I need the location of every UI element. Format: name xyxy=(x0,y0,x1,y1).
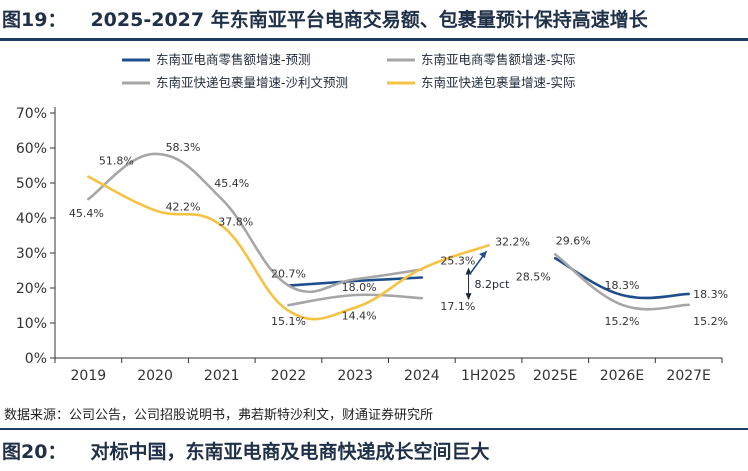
gap-annotation: 8.2pct xyxy=(475,278,511,291)
x-tick-label: 2024 xyxy=(404,368,440,384)
legend-label-1: 东南亚电商零售额增速-预测 xyxy=(156,52,311,67)
x-tick-label: 2019 xyxy=(71,368,107,384)
trend-arrow-head xyxy=(479,251,487,259)
data-label: 29.6% xyxy=(556,234,591,247)
data-label: 15.1% xyxy=(271,315,306,328)
y-tick-label: 70% xyxy=(16,106,47,122)
series-line-2 xyxy=(87,152,424,294)
figure-20-text: 对标中国，东南亚电商及电商快递成长空间巨大 xyxy=(90,440,490,463)
data-label: 18.3% xyxy=(693,288,728,301)
data-label: 32.2% xyxy=(495,235,530,248)
source-note: 数据来源：公司公告，公司招股说明书，弗若斯特沙利文，财通证券研究所 xyxy=(4,408,434,423)
x-tick-label: 2020 xyxy=(137,368,173,384)
data-label: 25.3% xyxy=(440,254,475,267)
x-tick-label: 1H2025 xyxy=(461,368,516,384)
y-tick-label: 60% xyxy=(16,141,47,157)
gap-arrow-head-down xyxy=(465,293,472,301)
x-tick-label: 2021 xyxy=(204,368,240,384)
chart-canvas: 0% 10% 20% 30% 40% 50% 60% 70% 2019 2020 2021 2022 2… xyxy=(16,52,728,384)
data-label: 15.2% xyxy=(604,315,639,328)
figure-20-title: 图20： 对标中国，东南亚电商及电商快递成长空间巨大 xyxy=(0,432,748,468)
y-tick-label: 50% xyxy=(16,176,47,192)
data-label: 37.8% xyxy=(218,216,253,229)
data-label: 28.5% xyxy=(516,270,551,283)
data-label: 45.4% xyxy=(214,177,249,190)
y-tick-label: 40% xyxy=(16,211,47,227)
series-line-4 xyxy=(87,175,490,321)
series-line-3 xyxy=(553,253,690,311)
data-label: 18.3% xyxy=(604,279,639,292)
x-tick-label: 2025E xyxy=(533,368,577,384)
data-label: 51.8% xyxy=(99,155,134,168)
series-line-3 xyxy=(287,293,424,307)
x-tick-label: 2027E xyxy=(666,368,710,384)
figure-19-number: 图19： xyxy=(2,8,67,31)
data-label: 45.4% xyxy=(69,207,104,220)
data-label: 20.7% xyxy=(271,268,306,281)
title-rule xyxy=(0,38,748,41)
y-tick-label: 0% xyxy=(25,351,47,367)
data-label: 58.3% xyxy=(166,141,201,154)
y-tick-label: 30% xyxy=(16,246,47,262)
figure-19-title: 图19： 2025-2027 年东南亚平台电商交易额、包裹量预计保持高速增长 xyxy=(0,0,748,36)
legend-label-3: 东南亚快递包裹量增速-沙利文预测 xyxy=(156,75,348,90)
y-tick-label: 10% xyxy=(16,316,47,332)
legend-label-2: 东南亚电商零售额增速-实际 xyxy=(421,52,576,67)
data-label: 17.1% xyxy=(440,300,475,313)
x-tick-label: 2023 xyxy=(337,368,373,384)
divider-rule xyxy=(0,428,748,430)
data-label: 15.2% xyxy=(693,315,728,328)
data-label: 14.4% xyxy=(342,310,377,323)
x-tick-label: 2022 xyxy=(271,368,307,384)
legend-label-4: 东南亚快递包裹量增速-实际 xyxy=(421,75,576,90)
y-tick-label: 20% xyxy=(16,281,47,297)
figure-20-number: 图20： xyxy=(2,440,67,463)
data-label: 42.2% xyxy=(166,200,201,213)
figure-19-text: 2025-2027 年东南亚平台电商交易额、包裹量预计保持高速增长 xyxy=(90,8,648,31)
x-tick-label: 2026E xyxy=(600,368,644,384)
data-label: 18.0% xyxy=(342,281,377,294)
